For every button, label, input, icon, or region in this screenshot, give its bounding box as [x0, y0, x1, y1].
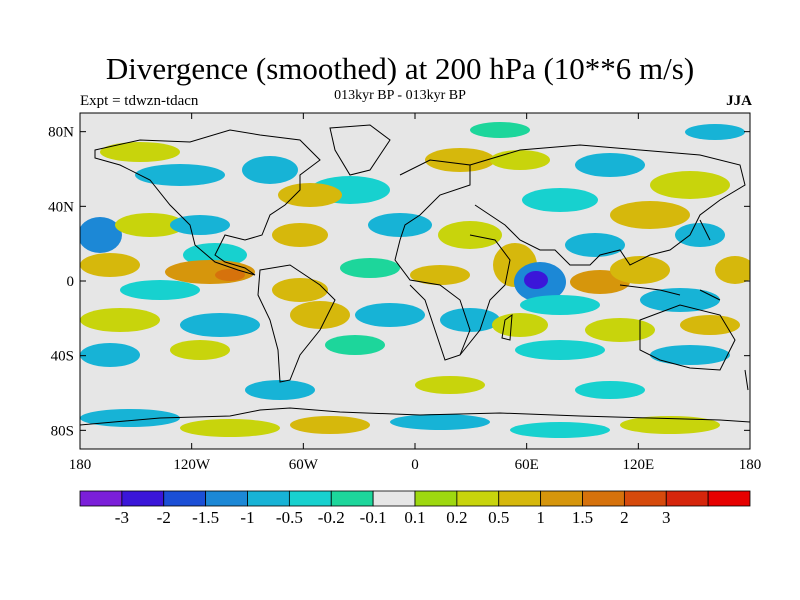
experiment-label: Expt = tdwzn-tdacn — [80, 93, 199, 109]
latitude-axis: 80N 40N 0 40S 80S — [48, 125, 750, 439]
lat-tick-label: 80S — [51, 423, 74, 439]
lon-tick-label: 180 — [69, 457, 92, 473]
colorbar-label: -0.5 — [276, 508, 303, 527]
colorbar-label: -1 — [240, 508, 254, 527]
coastlines — [80, 124, 750, 426]
lon-tick-label: 120E — [622, 457, 654, 473]
lon-tick-label: 120W — [173, 457, 211, 473]
colorbar-label: 2 — [620, 508, 629, 527]
colorbar-label: 1.5 — [572, 508, 593, 527]
colorbar-swatch — [372, 490, 416, 507]
colorbar-swatch — [540, 490, 583, 507]
colorbar-swatch — [247, 490, 290, 507]
colorbar-swatch — [582, 490, 625, 507]
colorbar-label: -0.2 — [318, 508, 345, 527]
lon-tick-label: 180 — [739, 457, 762, 473]
colorbar-swatch — [163, 490, 207, 507]
lat-tick-label: 40S — [51, 349, 74, 365]
colorbar-swatch — [456, 490, 500, 507]
lat-tick-label: 40N — [48, 199, 74, 215]
colorbar-label: 0.1 — [404, 508, 425, 527]
colorbar-swatch — [623, 490, 667, 507]
colorbar-swatch — [665, 490, 709, 507]
colorbar-swatch — [288, 490, 332, 507]
colorbar-swatch — [707, 490, 751, 507]
colorbar-labels: -3 -2 -1.5 -1 -0.5 -0.2 -0.1 0.1 0.2 0.5 1 1.5 2 3 — [115, 508, 671, 527]
colorbar-label: 1 — [536, 508, 545, 527]
colorbar-swatch — [330, 490, 374, 507]
colorbar-label: -2 — [157, 508, 171, 527]
colorbar-label: -3 — [115, 508, 129, 527]
map-title: Divergence (smoothed) at 200 hPa (10**6 … — [105, 51, 695, 86]
lon-tick-label: 60E — [515, 457, 539, 473]
colorbar-label: -0.1 — [360, 508, 387, 527]
colorbar-swatch — [414, 490, 458, 507]
colorbar-swatch — [79, 490, 123, 507]
colorbar-label: -1.5 — [192, 508, 219, 527]
lat-tick-label: 80N — [48, 125, 74, 141]
colorbar-swatch — [121, 490, 165, 507]
colorbar-label: 0.2 — [446, 508, 467, 527]
colorbar-label: 3 — [662, 508, 671, 527]
map-subtitle: 013kyr BP - 013kyr BP — [334, 88, 466, 103]
colorbar-label: 0.5 — [488, 508, 509, 527]
longitude-axis: 180 120W 60W 0 60E 120E 180 — [69, 113, 762, 473]
lon-tick-label: 60W — [289, 457, 319, 473]
season-label: JJA — [726, 93, 752, 109]
colorbar — [79, 490, 751, 507]
lon-tick-label: 0 — [411, 457, 419, 473]
colorbar-swatch — [498, 490, 542, 507]
lat-tick-label: 0 — [67, 274, 75, 290]
colorbar-swatch — [205, 490, 248, 507]
